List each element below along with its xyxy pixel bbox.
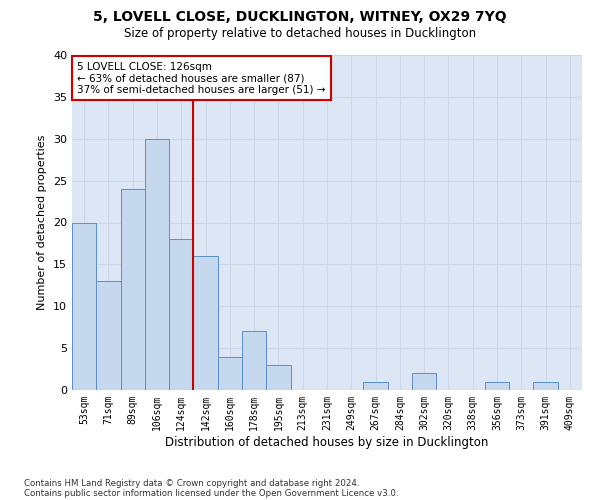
Bar	[96, 281, 121, 390]
Text: 5, LOVELL CLOSE, DUCKLINGTON, WITNEY, OX29 7YQ: 5, LOVELL CLOSE, DUCKLINGTON, WITNEY, OX…	[93, 10, 507, 24]
Bar	[364, 382, 388, 390]
Bar	[485, 382, 509, 390]
Y-axis label: Number of detached properties: Number of detached properties	[37, 135, 47, 310]
Bar	[218, 356, 242, 390]
Bar	[412, 373, 436, 390]
Bar	[193, 256, 218, 390]
Text: 5 LOVELL CLOSE: 126sqm
← 63% of detached houses are smaller (87)
37% of semi-det: 5 LOVELL CLOSE: 126sqm ← 63% of detached…	[77, 62, 326, 95]
Bar	[145, 138, 169, 390]
Bar	[121, 189, 145, 390]
Bar	[72, 222, 96, 390]
Bar	[266, 365, 290, 390]
Bar	[533, 382, 558, 390]
Bar	[242, 332, 266, 390]
Bar	[169, 240, 193, 390]
Text: Size of property relative to detached houses in Ducklington: Size of property relative to detached ho…	[124, 28, 476, 40]
Text: Contains HM Land Registry data © Crown copyright and database right 2024.: Contains HM Land Registry data © Crown c…	[24, 478, 359, 488]
Text: Contains public sector information licensed under the Open Government Licence v3: Contains public sector information licen…	[24, 488, 398, 498]
X-axis label: Distribution of detached houses by size in Ducklington: Distribution of detached houses by size …	[166, 436, 488, 448]
